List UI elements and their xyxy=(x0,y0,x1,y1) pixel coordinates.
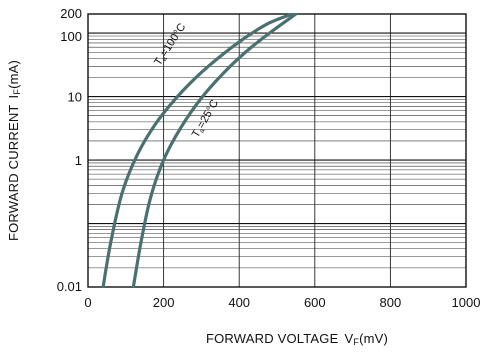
x-axis-title-symbol: V xyxy=(344,331,353,346)
x-axis-title-subscript: F xyxy=(353,337,359,347)
y-tick-labels: 0.01 1 10 100 200 xyxy=(57,6,82,294)
plot-frame xyxy=(87,13,467,288)
y-tick-label-2: 10 xyxy=(68,90,82,105)
series-label-0: Ta=100°C xyxy=(152,21,189,68)
x-tick-label-3: 600 xyxy=(304,295,326,310)
y-axis-title-unit: (mA) xyxy=(6,60,21,89)
y-tick-label-0: 0.01 xyxy=(57,279,82,294)
series-label-1: Ta=25°C xyxy=(190,98,222,141)
x-axis-title-text: FORWARD VOLTAGE xyxy=(206,331,339,346)
x-tick-labels: 0 200 400 600 800 1000 xyxy=(84,295,480,310)
series-line-0 xyxy=(101,13,294,288)
x-tick-label-0: 0 xyxy=(84,295,91,310)
curves xyxy=(101,13,298,288)
y-tick-label-1: 1 xyxy=(75,153,82,168)
y-tick-label-4: 200 xyxy=(60,6,82,21)
grid xyxy=(88,14,466,287)
y-axis-title-subscript: F xyxy=(12,89,22,95)
x-tick-label-1: 200 xyxy=(153,295,175,310)
y-axis-title: FORWARD CURRENT IF(mA) xyxy=(6,60,22,241)
x-tick-label-5: 1000 xyxy=(452,295,481,310)
y-axis-title-symbol: I xyxy=(6,95,21,99)
series-line-1 xyxy=(131,13,298,288)
x-tick-label-4: 800 xyxy=(380,295,402,310)
y-tick-label-3: 100 xyxy=(60,29,82,44)
x-axis-title-unit: (mV) xyxy=(359,331,388,346)
x-axis-title: FORWARD VOLTAGE VF(mV) xyxy=(206,331,388,347)
y-axis-title-text: FORWARD CURRENT xyxy=(6,104,21,241)
x-tick-label-2: 400 xyxy=(228,295,250,310)
